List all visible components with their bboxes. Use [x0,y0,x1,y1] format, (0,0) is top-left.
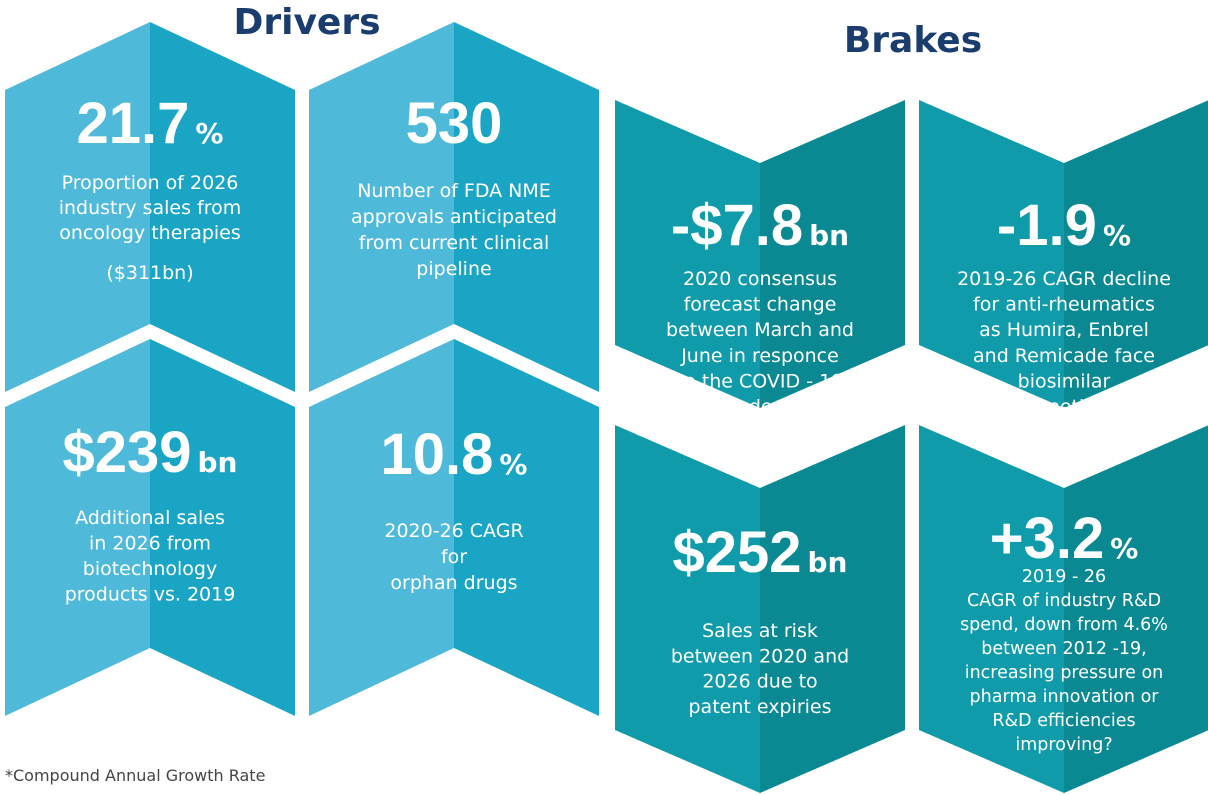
card-description: industry sales from [59,197,242,219]
footnote: *Compound Annual Growth Rate [5,766,265,785]
value-unit: % [499,448,527,481]
card-left [5,339,150,716]
card-description: 2026 due to [702,671,817,693]
card-value: $252 bn [672,520,847,585]
card-description: pipeline [416,258,491,280]
card-description: improving? [1015,735,1112,755]
card-description: R&D efficiencies [992,711,1135,731]
value-number: +3.2 [990,506,1105,571]
card-description: pandemic [713,396,807,418]
card-left [5,22,150,392]
card-left [919,100,1064,408]
value-number: 10.8 [381,422,494,487]
brakes-title: Brakes [844,20,982,61]
card-value: 21.7% [77,91,224,156]
card-description: pharma innovation or [970,687,1160,707]
card-right [150,22,295,392]
card-description: between 2020 and [671,645,849,667]
card-description: Additional sales [75,507,225,529]
card-left [615,100,760,408]
value-unit: bn [809,219,849,252]
card-left [309,339,454,716]
card-description: approvals anticipated [351,206,557,228]
card-description: between March and [666,319,854,341]
card-left [615,425,760,793]
card-value: +3.2% [990,506,1139,571]
card-right [454,22,599,392]
card-description: 2020-26 CAGR [384,520,523,542]
card-value: -$7.8 bn [671,193,849,258]
card-description: in 2026 from [89,533,211,555]
card-description: CAGR of industry R&D [967,591,1161,611]
card-left [919,425,1064,793]
card-description: orphan drugs [390,572,517,594]
card-left [309,22,454,392]
value-number: 530 [406,91,503,156]
card-description: 2019-26 CAGR decline [957,268,1171,290]
value-number: -1.9 [997,193,1097,258]
card-description: patent expiries [689,696,832,718]
value-number: 21.7 [77,91,190,156]
card-right [454,339,599,716]
value-unit: bn [198,446,238,479]
card-description: to the COVID - 19 [677,370,844,392]
card-description: competition [1007,396,1120,418]
card-value: -1.9% [997,193,1131,258]
drivers-title: Drivers [233,2,380,43]
value-number: $239 [62,420,191,485]
card-description: and Remicade face [973,345,1155,367]
card-description: products vs. 2019 [65,584,236,606]
card-right [760,100,905,408]
card-right [1064,425,1208,793]
card-description: from current clinical [359,232,550,254]
card-right [150,339,295,716]
card-description: for anti-rheumatics [973,294,1155,316]
card-description: increasing pressure on [965,663,1164,683]
value-unit: % [1103,219,1131,252]
card-value: 530 [406,91,503,156]
card-description: forecast change [684,294,837,316]
card-description: 2019 - 26 [1022,567,1106,587]
card-description: biotechnology [83,558,217,580]
card-description: oncology therapies [59,222,241,244]
card-right [760,425,905,793]
card-description: Number of FDA NME [357,180,551,202]
card-value: 10.8% [381,422,528,487]
card-right [1064,100,1208,408]
card-description: 2020 consensus [683,268,837,290]
card-description: as Humira, Enbrel [979,319,1149,341]
card-description: spend, down from 4.6% [960,615,1168,635]
value-number: $252 [672,520,801,585]
card-note: ($311bn) [106,262,193,284]
card-description: between 2012 -19, [981,639,1146,659]
value-number: -$7.8 [671,193,803,258]
card-description: biosimilar [1018,370,1111,392]
card-description: Proportion of 2026 [62,172,239,194]
card-description: Sales at risk [702,620,818,642]
value-unit: % [195,117,223,150]
value-unit: % [1110,532,1138,565]
card-description: June in responce [680,345,839,367]
value-unit: bn [808,546,848,579]
card-description: for [441,546,467,568]
card-value: $239 bn [62,420,237,485]
